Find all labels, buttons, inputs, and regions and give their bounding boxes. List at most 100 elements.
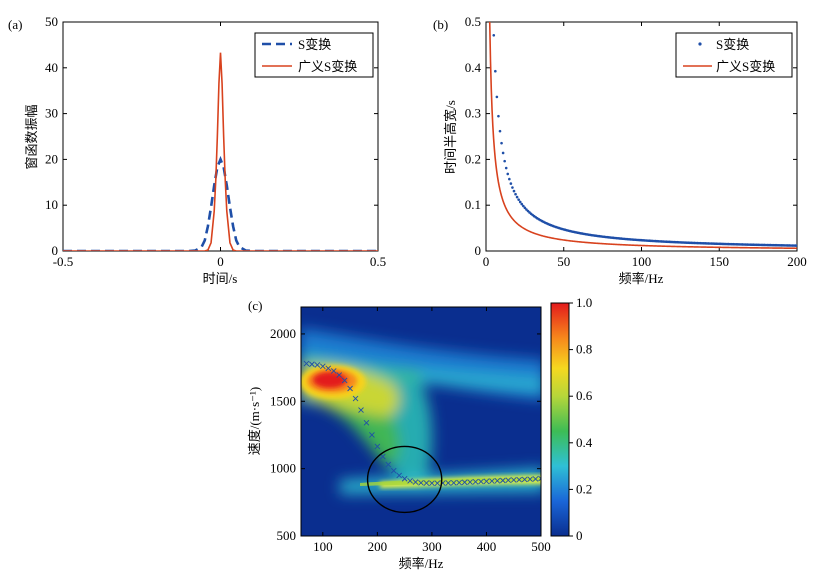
dispersion-pick-marker [483, 478, 490, 485]
dispersion-pick-marker [532, 476, 539, 482]
y-tick-label: 2000 [270, 326, 296, 341]
dispersion-pick-marker [309, 361, 315, 368]
panel-b-xlabel: 频率/Hz [619, 271, 664, 286]
data-point [518, 200, 522, 204]
dispersion-pick-marker [319, 363, 326, 370]
dispersion-pick-marker [396, 472, 403, 479]
legend-gs-label: 广义S变换 [716, 59, 775, 74]
dispersion-pick-marker [489, 478, 495, 484]
x-tick-label: 0.5 [370, 254, 386, 269]
y-tick-label: 0.3 [465, 106, 481, 121]
dispersion-pick-marker [379, 453, 386, 460]
y-tick-label: 0.4 [465, 60, 482, 75]
dispersion-pick-marker [330, 368, 337, 374]
y-tick-label: 10 [45, 197, 58, 212]
x-tick-label: -0.5 [53, 254, 74, 269]
x-tick-label: 50 [557, 254, 570, 269]
panel-a-xlabel: 时间/s [203, 271, 238, 286]
panel-c-ylabel: 速度/(m·s⁻¹) [247, 387, 262, 456]
dispersion-pick-marker [401, 475, 408, 482]
panel-b: (b) 0 50 100 150 200 0 0.1 0.2 0.3 0.4 0.5 频率/Hz 时… [433, 14, 807, 286]
dispersion-pick-marker [358, 407, 364, 413]
data-point [497, 114, 500, 118]
dispersion-pick-marker [429, 480, 435, 487]
colorbar-tick-label: 0.6 [576, 388, 593, 403]
panel-c-ticks: 100 200 300 400 500 500 1000 1500 2000 [270, 307, 551, 554]
dispersion-pick-marker [418, 479, 424, 486]
dispersion-pick-marker [325, 365, 332, 372]
data-point [509, 182, 513, 185]
dispersion-pick-marker [499, 477, 506, 484]
data-point [522, 204, 525, 208]
dispersion-pick-marker [374, 443, 381, 450]
data-point [498, 129, 502, 133]
data-point [494, 69, 497, 73]
dispersion-pick-marker [478, 478, 484, 485]
data-point [500, 141, 503, 145]
y-tick-label: 500 [277, 528, 297, 543]
panel-a-legend: S变换 广义S变换 [254, 32, 374, 78]
panel-b-legend: S变换 广义S变换 [675, 32, 793, 78]
y-tick-label: 1500 [270, 393, 296, 408]
legend-gs-label: 广义S变换 [298, 59, 357, 74]
dispersion-pick-marker [407, 477, 413, 484]
dispersion-pick-marker [456, 479, 463, 486]
x-tick-label: 0 [217, 254, 224, 269]
colorbar-tick-label: 0.2 [576, 481, 592, 496]
dispersion-pick-marker [423, 480, 430, 486]
colorbar-tick-label: 1.0 [576, 295, 592, 310]
data-point [504, 166, 508, 170]
data-point [517, 198, 520, 201]
data-point [501, 151, 505, 155]
x-tick-label: 400 [477, 539, 497, 554]
y-tick-label: 1000 [270, 461, 296, 476]
data-point [508, 177, 511, 181]
colorbar-ticks: 0 0.2 0.4 0.6 0.8 1.0 [569, 295, 593, 543]
panel-c-label: (c) [248, 298, 262, 313]
data-point [506, 172, 510, 176]
dispersion-pick-marker [412, 479, 419, 485]
heatmap [301, 307, 541, 536]
legend-s-label: S变换 [716, 37, 749, 52]
x-tick-label: 150 [710, 254, 730, 269]
y-tick-label: 0.5 [465, 14, 481, 29]
panel-b-ylabel: 时间半高宽/s [443, 100, 458, 174]
dispersion-pick-marker [527, 476, 533, 482]
legend-box [675, 32, 793, 78]
dispersion-pick-marker [303, 360, 310, 367]
series-s-transform-points [492, 33, 797, 247]
dispersion-pick-marker [467, 479, 473, 485]
y-tick-label: 0 [52, 243, 59, 258]
y-tick-label: 20 [45, 151, 58, 166]
data-point [795, 244, 797, 247]
data-point [511, 186, 514, 189]
panel-c-xlabel: 频率/Hz [399, 556, 444, 571]
colorbar-tick-label: 0.8 [576, 342, 592, 357]
colorbar: 0 0.2 0.4 0.6 0.8 1.0 [550, 295, 593, 543]
x-tick-label: 200 [368, 539, 388, 554]
series-s-transform-line [63, 155, 378, 251]
y-tick-label: 0.1 [465, 197, 481, 212]
legend-box [254, 32, 374, 78]
x-tick-label: 300 [422, 539, 442, 554]
dispersion-pick-marker [472, 479, 479, 485]
dispersion-pick-marker [445, 480, 452, 486]
dispersion-pick-marker [461, 479, 468, 486]
series-generalized-s-transform-line [488, 22, 797, 250]
dispersion-pick-marker [336, 372, 343, 378]
annotation-ellipse [366, 445, 443, 514]
y-tick-label: 40 [45, 60, 58, 75]
dispersion-picks [303, 360, 541, 487]
colorbar-tick-label: 0 [576, 528, 583, 543]
x-tick-label: 0 [483, 254, 490, 269]
panel-c-frame [300, 306, 542, 537]
legend-s-label: S变换 [298, 37, 331, 52]
dispersion-pick-marker [521, 476, 528, 483]
y-tick-label: 0.2 [465, 151, 481, 166]
panel-c: (c) 100 200 300 400 500 500 1000 1500 2000 频率/Hz [247, 295, 593, 571]
data-point [520, 202, 524, 206]
x-tick-label: 100 [632, 254, 652, 269]
series-generalized-s-transform-line [63, 52, 378, 251]
dispersion-pick-marker [450, 479, 457, 486]
